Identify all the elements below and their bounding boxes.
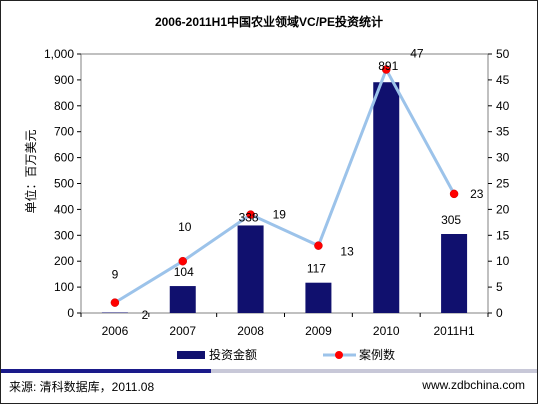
bar (169, 286, 196, 313)
bar-value-label: 305 (441, 213, 461, 227)
bar (101, 312, 128, 313)
line-value-label: 23 (470, 187, 484, 201)
legend-swatch-marker (335, 351, 343, 359)
y-right-tick-label: 10 (496, 254, 510, 268)
x-tick-label: 2008 (237, 324, 264, 338)
y-left-tick-label: 300 (54, 228, 74, 242)
line-value-label: 13 (340, 245, 354, 259)
line-value-label: 10 (178, 220, 192, 234)
bar-value-label: 2 (142, 308, 149, 322)
y-left-tick-label: 900 (54, 73, 74, 87)
bar-value-label: 104 (174, 265, 194, 279)
source-note: 来源: 清科数据库，2011.08 (9, 380, 155, 394)
bar-value-label: 117 (307, 262, 326, 276)
bar-value-label: 338 (239, 210, 259, 224)
line-value-label: 9 (112, 268, 119, 282)
x-tick-label: 2007 (169, 324, 196, 338)
x-tick-label: 2006 (102, 324, 129, 338)
y-left-tick-label: 400 (54, 202, 74, 216)
y-right-tick-label: 45 (496, 73, 510, 87)
line-series (114, 65, 456, 304)
line-marker (314, 241, 323, 250)
line-marker (110, 298, 120, 307)
x-tick-label: 2009 (305, 324, 332, 338)
x-tick-label: 2011H1 (434, 324, 475, 338)
line-marker (382, 65, 391, 74)
y-left-tick-label: 0 (67, 306, 74, 320)
chart-svg: 2006-2011H1中国农业领域VC/PE投资统计01002003004005… (23, 14, 510, 362)
y-right-tick-label: 15 (496, 228, 510, 242)
line-marker (246, 210, 255, 219)
site-url: www.zdbchina.com (422, 378, 525, 392)
y-left-tick-label: 700 (54, 125, 74, 139)
y-left-tick-label: 500 (54, 177, 74, 191)
y-axis-title: 单位：百万美元 (23, 129, 38, 213)
legend-label-line: 案例数 (359, 347, 395, 362)
y-right-tick-label: 50 (496, 47, 510, 61)
y-left-tick-label: 600 (54, 151, 74, 165)
y-right-tick-label: 30 (496, 151, 510, 165)
chart-title: 2006-2011H1中国农业领域VC/PE投资统计 (155, 14, 383, 29)
bar-value-label: 891 (378, 59, 398, 73)
footer-divider-accent (1, 369, 211, 373)
line-value-label: 47 (410, 47, 424, 61)
line-marker (449, 189, 459, 199)
plot-area (80, 53, 489, 314)
y-right-tick-label: 5 (496, 280, 503, 294)
bar (441, 234, 468, 313)
y-left-tick-label: 1,000 (44, 47, 74, 61)
legend-swatch-bar (177, 351, 205, 359)
y-right-tick-label: 40 (496, 99, 510, 113)
y-right-tick-label: 0 (496, 306, 503, 320)
footer-divider (1, 369, 537, 373)
bar (237, 225, 264, 313)
line-marker (178, 256, 187, 266)
y-left-tick-label: 100 (54, 280, 74, 294)
y-left-tick-label: 200 (54, 254, 74, 268)
bar (373, 82, 400, 313)
bar (305, 282, 332, 313)
line-value-label: 19 (273, 208, 287, 222)
y-left-tick-label: 800 (54, 99, 74, 113)
legend-label-bar: 投资金额 (209, 347, 257, 362)
y-right-tick-label: 20 (496, 202, 510, 216)
y-right-tick-label: 35 (496, 125, 510, 139)
x-tick-label: 2010 (373, 324, 400, 338)
y-right-tick-label: 25 (496, 177, 510, 191)
